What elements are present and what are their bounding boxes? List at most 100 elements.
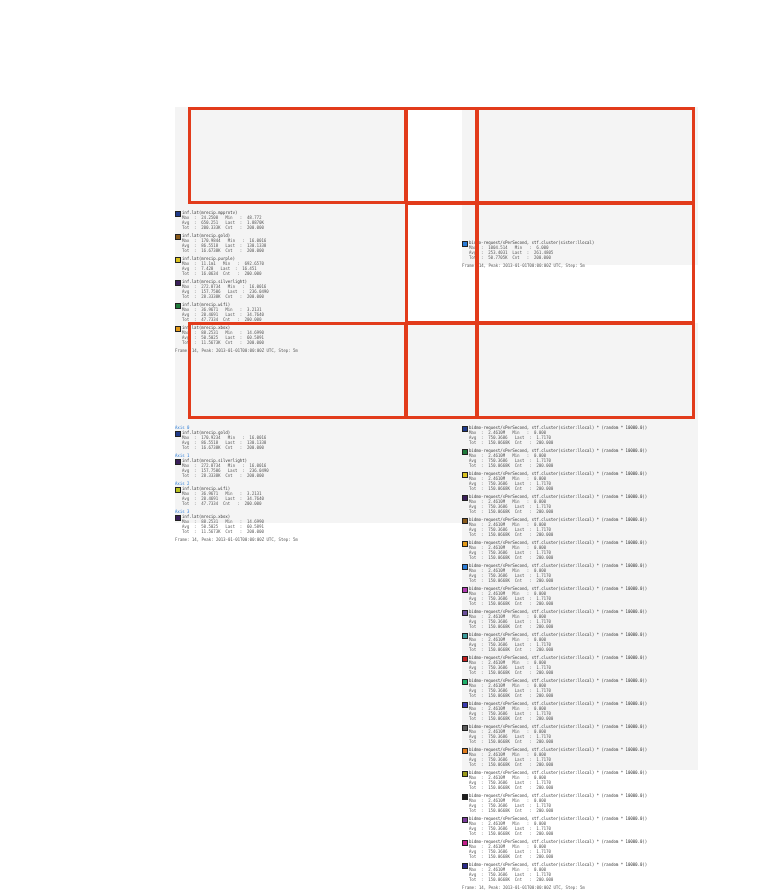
top-right-legend: bidmo-request/sPerSecond, stf.cluster(si… bbox=[462, 240, 692, 268]
legend-item[interactable]: bidmo-request/sPerSecond, stf.cluster(si… bbox=[462, 425, 697, 445]
legend-item[interactable]: bidmo-request/sPerSecond, stf.cluster(si… bbox=[462, 678, 697, 698]
legend-stats: Avg : 750.3686 Last : 1.7170 bbox=[469, 435, 551, 440]
legend-item[interactable]: bidmo-request/sPerSecond, stf.cluster(si… bbox=[462, 609, 697, 629]
legend-item[interactable]: bidmo-request/sPerSecond, stf.cluster(si… bbox=[462, 816, 697, 836]
legend-stats: Avg : 86.5518 Last : 130.1338 bbox=[182, 440, 267, 445]
legend-swatch bbox=[462, 495, 468, 501]
legend-label: bidmo-request/sPerSecond, stf.cluster(si… bbox=[469, 494, 648, 499]
legend-label: bidmo-request/sPerSecond, stf.cluster(si… bbox=[469, 517, 648, 522]
legend-label: bidmo-request/sPerSecond, stf.cluster(si… bbox=[469, 724, 648, 729]
legend-item[interactable]: inf.lat(mrecip.xbox) Max : 88.2531 Min : … bbox=[175, 325, 400, 345]
legend-stats: Avg : 750.3686 Last : 1.7170 bbox=[469, 711, 551, 716]
legend-stats: Avg : 157.7506 Last : 236.0490 bbox=[182, 468, 269, 473]
bottom-left-panel bbox=[175, 323, 465, 523]
legend-stats: Tot : 150.0668K Cnt : 200.000 bbox=[469, 578, 554, 583]
legend-stats: Max : 272.8734 Min : 16.0016 bbox=[182, 463, 267, 468]
legend-stats: Avg : 750.3686 Last : 1.7170 bbox=[469, 504, 551, 509]
legend-stats: Max : 170.9844 Min : 16.0016 bbox=[182, 238, 267, 243]
legend-label: inf.lat(mrecip.wifi) bbox=[182, 302, 231, 307]
bottom-left-legend: Axis 0 inf.lat(mrecip.gold) Max : 170.9234… bbox=[175, 425, 455, 542]
legend-swatch bbox=[462, 518, 468, 524]
legend-stats: Tot : 200.333K Cnt : 200.000 bbox=[182, 225, 264, 230]
legend-item[interactable]: inf.lat(mrecip.purple) Max : 11.1m1 Min :… bbox=[175, 256, 400, 276]
legend-stats: Max : 2.4610M Min : 0.000 bbox=[469, 545, 547, 550]
legend-stats: Avg : 20.4691 Last : 34.7640 bbox=[182, 312, 264, 317]
legend-label: bidmo-request/sPerSecond, stf.cluster(si… bbox=[469, 678, 648, 683]
legend-stats: Max : 272.8734 Min : 16.0016 bbox=[182, 284, 267, 289]
legend-stats: Max : 36.9671 Min : 3.2131 bbox=[182, 307, 262, 312]
legend-swatch bbox=[175, 234, 181, 240]
top-left-legend: inf.lat(mrecip.mpprotv) Max : 24.2508 Min… bbox=[175, 210, 400, 353]
legend-stats: Max : 2.4610M Min : 0.000 bbox=[469, 637, 547, 642]
legend-item[interactable]: bidmo-request/sPerSecond, stf.cluster(si… bbox=[462, 517, 697, 537]
legend-swatch bbox=[462, 817, 468, 823]
legend-item[interactable]: inf.lat(mrecip.wifi) Max : 36.9671 Min : … bbox=[175, 486, 455, 506]
legend-stats: Avg : 750.3686 Last : 1.7170 bbox=[469, 550, 551, 555]
legend-item[interactable]: bidmo-request/sPerSecond, stf.cluster(si… bbox=[462, 747, 697, 767]
legend-item[interactable]: bidmo-request/sPerSecond, stf.cluster(si… bbox=[462, 701, 697, 721]
legend-stats: Tot : 150.0668K Cnt : 200.000 bbox=[469, 440, 554, 445]
legend-swatch bbox=[462, 748, 468, 754]
legend-stats: Max : 2.4610M Min : 0.000 bbox=[469, 430, 547, 435]
legend-label: bidmo-request/sPerSecond, stf.cluster(si… bbox=[469, 425, 648, 430]
legend-stats: Avg : 750.3686 Last : 1.7170 bbox=[469, 665, 551, 670]
legend-stats: Avg : 750.3686 Last : 1.7170 bbox=[469, 573, 551, 578]
legend-swatch bbox=[462, 633, 468, 639]
legend-stats: Avg : 750.3686 Last : 1.7170 bbox=[469, 527, 551, 532]
legend-item[interactable]: bidmo-request/sPerSecond, stf.cluster(si… bbox=[462, 839, 697, 859]
legend-swatch bbox=[175, 326, 181, 332]
highlight-frame bbox=[405, 202, 478, 324]
legend-stats: Avg : 750.3686 Last : 1.7170 bbox=[469, 757, 551, 762]
legend-swatch bbox=[175, 431, 181, 437]
legend-item[interactable]: inf.lat(mrecip.xbox) Max : 88.2531 Min : … bbox=[175, 514, 455, 534]
legend-label: bidmo-request/sPerSecond, stf.cluster(si… bbox=[469, 563, 648, 568]
legend-stats: Max : 2.4610M Min : 0.000 bbox=[469, 660, 547, 665]
legend-item[interactable]: bidmo-request/sPerSecond, stf.cluster(si… bbox=[462, 724, 697, 744]
legend-stats: Tot : 150.0668K Cnt : 200.000 bbox=[469, 716, 554, 721]
legend-swatch bbox=[175, 515, 181, 521]
legend-stats: Avg : 50.5025 Last : 60.5891 bbox=[182, 524, 264, 529]
legend-item[interactable]: bidmo-request/sPerSecond, stf.cluster(si… bbox=[462, 494, 697, 514]
legend-label: bidmo-request/sPerSecond, stf.cluster(si… bbox=[469, 632, 648, 637]
legend-stats: Avg : 750.3686 Last : 1.7170 bbox=[469, 619, 551, 624]
legend-stats: Avg : 750.3686 Last : 1.7170 bbox=[469, 642, 551, 647]
legend-stats: Tot : 150.0668K Cnt : 200.000 bbox=[469, 532, 554, 537]
highlight-frame bbox=[476, 107, 695, 204]
legend-stats: Tot : 150.0668K Cnt : 200.000 bbox=[469, 486, 554, 491]
legend-item[interactable]: bidmo-request/sPerSecond, stf.cluster(si… bbox=[462, 655, 697, 675]
top-left-panel bbox=[175, 107, 405, 325]
legend-item[interactable]: inf.lat(mrecip.silverlight) Max : 272.873… bbox=[175, 458, 455, 478]
legend-item[interactable]: inf.lat(mrecip.wifi) Max : 36.9671 Min : … bbox=[175, 302, 400, 322]
legend-item[interactable]: bidmo-request/sPerSecond, stf.cluster(si… bbox=[462, 793, 697, 813]
legend-item[interactable]: bidmo-request/sPerSecond, stf.cluster(si… bbox=[462, 563, 697, 583]
legend-item[interactable]: bidmo-request/sPerSecond, stf.cluster(si… bbox=[462, 586, 697, 606]
legend-label: bidmo-request/sPerSecond, stf.cluster(si… bbox=[469, 816, 648, 821]
highlight-frame bbox=[476, 322, 695, 419]
legend-footer: Frame: 14, Peak: 2013-01-01T00:00:00Z UT… bbox=[175, 537, 298, 542]
legend-item[interactable]: bidmo-request/sPerSecond, stf.cluster(si… bbox=[462, 448, 697, 468]
legend-item[interactable]: inf.lat(mrecip.mpprotv) Max : 24.2508 Min… bbox=[175, 210, 400, 230]
legend-stats: Max : 2.4610M Min : 0.000 bbox=[469, 476, 547, 481]
highlight-frame bbox=[405, 322, 478, 419]
legend-label: inf.lat(mrecip.purple) bbox=[182, 256, 235, 261]
legend-stats: Max : 2.4610M Min : 0.000 bbox=[469, 453, 547, 458]
legend-item[interactable]: bidmo-request/sPerSecond, stf.cluster(si… bbox=[462, 471, 697, 491]
legend-item[interactable]: bidmo-request/sPerSecond, stf.cluster(si… bbox=[462, 770, 697, 790]
legend-stats: Tot : 150.0668K Cnt : 200.000 bbox=[469, 555, 554, 560]
legend-item[interactable]: inf.lat(mrecip.gold) Max : 170.9234 Min :… bbox=[175, 430, 455, 450]
legend-item[interactable]: bidmo-request/sPerSecond, stf.cluster(si… bbox=[462, 240, 692, 260]
legend-stats: Avg : 86.5518 Last : 130.1338 bbox=[182, 243, 267, 248]
legend-stats: Tot : 150.0668K Cnt : 200.000 bbox=[469, 831, 554, 836]
legend-swatch bbox=[462, 541, 468, 547]
legend-swatch bbox=[462, 771, 468, 777]
legend-stats: Tot : 150.0668K Cnt : 200.000 bbox=[469, 463, 554, 468]
legend-item[interactable]: inf.lat(mrecip.silverlight) Max : 272.873… bbox=[175, 279, 400, 299]
highlight-frame bbox=[188, 322, 407, 419]
legend-item[interactable]: bidmo-request/sPerSecond, stf.cluster(si… bbox=[462, 862, 697, 882]
legend-item[interactable]: bidmo-request/sPerSecond, stf.cluster(si… bbox=[462, 632, 697, 652]
legend-footer: Frame: 14, Peak: 2013-01-01T00:00:00Z UT… bbox=[175, 348, 298, 353]
legend-label: bidmo-request/sPerSecond, stf.cluster(si… bbox=[469, 609, 648, 614]
legend-swatch bbox=[462, 472, 468, 478]
legend-item[interactable]: bidmo-request/sPerSecond, stf.cluster(si… bbox=[462, 540, 697, 560]
legend-item[interactable]: inf.lat(mrecip.gold) Max : 170.9844 Min :… bbox=[175, 233, 400, 253]
